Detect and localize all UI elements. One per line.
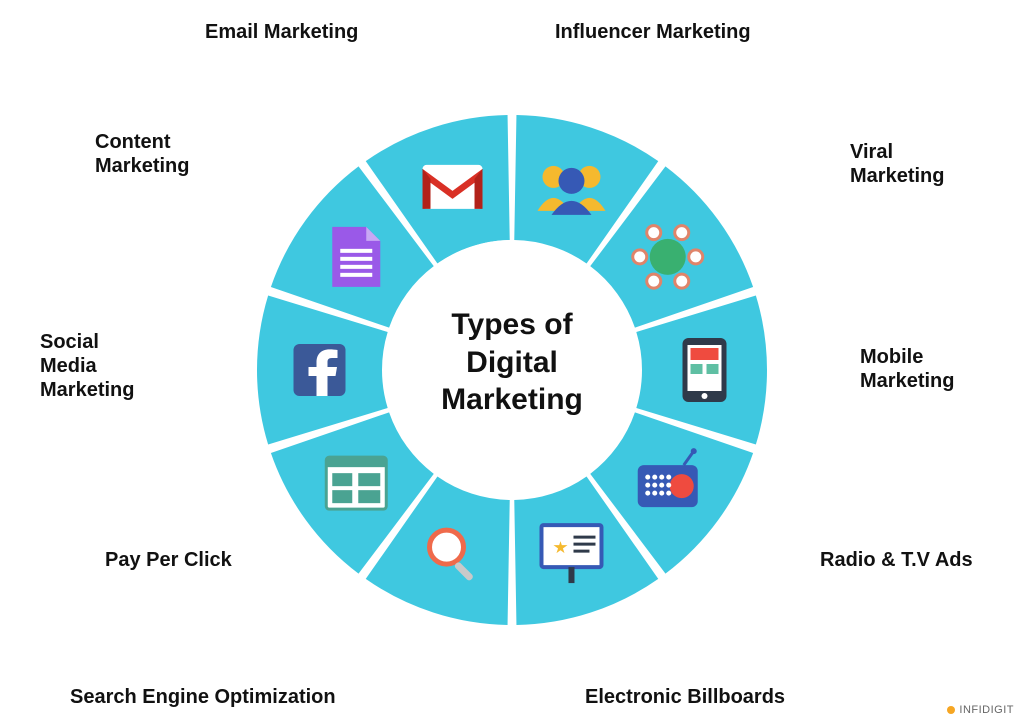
- label-billboard: Electronic Billboards: [585, 685, 785, 709]
- center-line-2: Digital: [441, 343, 583, 381]
- label-social: Social Media Marketing: [40, 330, 134, 402]
- center-line-1: Types of: [441, 306, 583, 344]
- label-radio: Radio & T.V Ads: [820, 548, 973, 572]
- label-ppc: Pay Per Click: [105, 548, 232, 572]
- gmail-icon: [423, 165, 483, 209]
- facebook-icon: [294, 344, 346, 396]
- brand-watermark: INFIDIGIT: [947, 704, 1014, 716]
- phone-icon: [683, 338, 727, 402]
- label-seo: Search Engine Optimization: [70, 685, 336, 709]
- webpage-icon: [326, 457, 386, 509]
- center-line-3: Marketing: [441, 381, 583, 419]
- label-influencer: Influencer Marketing: [555, 20, 751, 44]
- document-icon: [332, 227, 380, 287]
- label-content: Content Marketing: [95, 130, 189, 178]
- label-email: Email Marketing: [205, 20, 358, 44]
- infographic-canvas: Types of Digital Marketing Email Marketi…: [0, 0, 1024, 724]
- label-mobile: Mobile Marketing: [860, 345, 954, 393]
- center-title: Types of Digital Marketing: [441, 306, 583, 419]
- label-viral: Viral Marketing: [850, 140, 944, 188]
